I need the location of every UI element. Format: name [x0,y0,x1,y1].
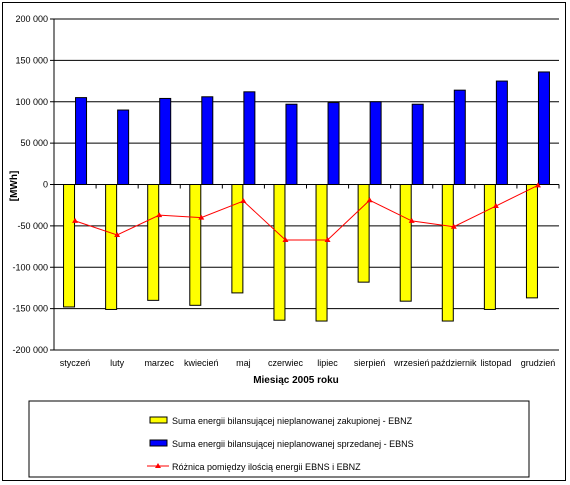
bar-ebnz [483,184,496,310]
bar-ebnz [189,184,202,306]
diff-marker [240,198,247,204]
x-axis: styczeń luty marzec kwiecień maj czerwiec lipi… [53,184,560,368]
bar-ebnz [399,184,412,302]
bar-ebns [537,71,550,185]
x-tick-label: październik [431,358,477,368]
y-tick-label: -150 000 [12,304,48,314]
diff-marker [114,231,121,237]
bar-ebns [243,91,256,185]
x-tick-label: sierpień [354,358,386,368]
x-tick-label: marzec [144,358,174,368]
diff-marker [156,212,163,218]
legend-marker-diff [155,463,161,468]
x-tick-label: grudzień [521,358,556,368]
x-tick-label: styczeń [60,358,91,368]
legend-box [28,400,530,478]
bar-ebns [453,89,466,185]
diff-marker [198,214,205,220]
diff-marker [282,236,289,242]
diff-marker [324,236,331,242]
legend-swatch-ebns [149,439,168,447]
diff-marker [408,217,415,223]
x-tick-label: kwiecień [184,358,219,368]
bar-ebns [201,96,214,185]
x-tick-label: listopad [480,358,511,368]
x-tick-label: czerwiec [268,358,304,368]
x-tick-label: lipiec [317,358,338,368]
bar-ebnz [357,184,370,283]
bar-ebnz [441,184,454,322]
bar-ebns [285,103,298,185]
y-tick-label: 100 000 [15,97,48,107]
legend-swatch-ebnz [149,416,168,424]
diff-marker [534,182,541,188]
x-tick-label: maj [236,358,251,368]
bar-ebnz [105,184,118,310]
diff-marker [492,203,499,209]
chart: 200 000 150 000 100 000 50 000 0 -50 000 -100 … [9,14,560,478]
bar-ebns [495,80,508,185]
bar-ebns [369,101,382,185]
y-tick-label: -50 000 [17,221,48,231]
bar-ebns [75,97,88,185]
y-tick-label: -200 000 [12,345,48,355]
y-tick-label: -100 000 [12,262,48,272]
diff-marker [72,217,79,223]
bar-ebnz [231,184,244,294]
plot-area [54,18,559,351]
bar-ebnz [315,184,328,322]
y-tick-label: 50 000 [20,138,48,148]
legend-label-ebnz: Suma energii bilansującej nieplanowanej … [172,416,413,426]
x-tick-label: wrzesień [393,358,430,368]
bar-ebnz [147,184,160,301]
bar-ebns [411,103,424,185]
legend: Suma energii bilansującej nieplanowanej … [28,400,530,478]
bar-ebnz [63,184,76,308]
y-tick-label: 150 000 [15,55,48,65]
chart-frame: 200 000 150 000 100 000 50 000 0 -50 000 -100 … [2,2,566,481]
y-tick-label: 200 000 [15,14,48,24]
x-tick-label: luty [110,358,125,368]
legend-label-ebns: Suma energii bilansującej nieplanowanej … [172,439,414,449]
bar-ebns [159,97,172,185]
legend-label-diff: Różnica pomiędzy ilością energii EBNS i … [172,462,361,472]
y-axis-title: [MWh] [9,171,20,202]
x-axis-title: Miesiąc 2005 roku [253,375,339,386]
diff-marker [450,223,457,229]
diff-line [74,184,539,241]
bar-ebns [327,102,340,185]
bar-ebnz [273,184,286,321]
bar-ebns [117,109,130,185]
bar-ebnz [525,184,538,299]
diff-marker [366,197,373,203]
y-tick-label: 0 [43,180,48,190]
